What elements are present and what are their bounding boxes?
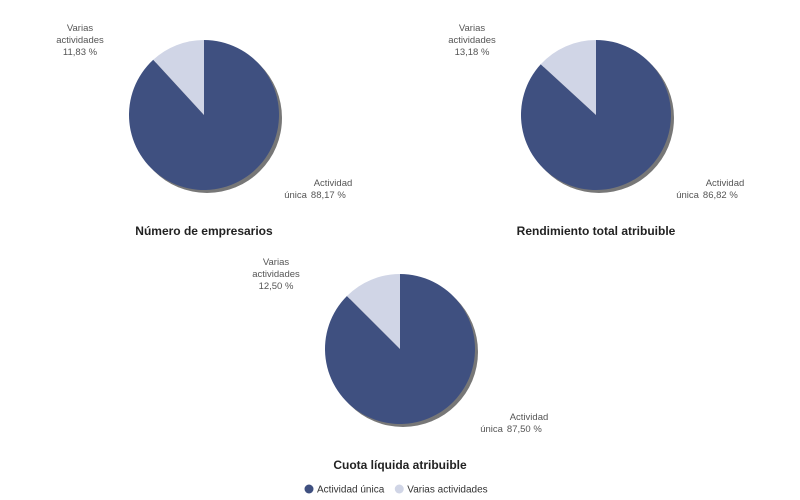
slice-label: Actividad única 87,50 % [480,412,548,435]
slice-category: Actividad única [284,178,352,201]
slice-category: Actividad [314,178,353,189]
legend-label: Varias actividades [407,485,487,496]
legend-label: Actividad única [317,485,385,496]
slice-category: Actividad [706,178,745,189]
pie-slice [153,40,204,115]
slice-value: 11,83 % [63,47,98,58]
slice-value: 88,17 % [311,190,346,201]
slice-category: única [480,424,503,435]
slice-category: actividades [252,269,300,280]
legend-swatch [304,484,314,494]
slice-category: única [676,190,699,201]
slice-category: Actividad única [480,412,548,435]
legend-swatch [394,484,404,494]
slice-label: Actividad única 88,17 % [284,178,352,201]
pie-slice [540,40,596,115]
slice-label: Varias actividades 11,83 % [56,23,104,58]
slice-label: Varias actividades 12,50 % [252,257,300,292]
slice-label: Varias actividades 13,18 % [448,23,496,58]
slice-category: actividades [56,35,104,46]
slice-category: Varias actividades [56,23,104,46]
slice-label: Actividad única 86,82 % [676,178,744,201]
slice-value: 12,50 % [259,281,294,292]
slice-category: Varias [67,23,93,34]
pie-slice [346,274,400,349]
slice-category: Actividad única [676,178,744,201]
slice-category: actividades [448,35,496,46]
slice-category: Varias [263,257,289,268]
slice-category: Varias [459,23,485,34]
slice-category: Actividad [510,412,549,423]
slice-category: única [284,190,307,201]
chart-title: Rendimiento total atribuible [517,224,676,238]
chart-title: Número de empresarios [135,224,273,238]
pie-slice [128,40,279,190]
slice-value: 13,18 % [455,47,490,58]
slice-category: Varias actividades [448,23,496,46]
chart-title: Cuota líquida atribuible [333,458,467,472]
slice-value: 87,50 % [507,424,542,435]
slice-category: Varias actividades [252,257,300,280]
slice-value: 86,82 % [703,190,738,201]
